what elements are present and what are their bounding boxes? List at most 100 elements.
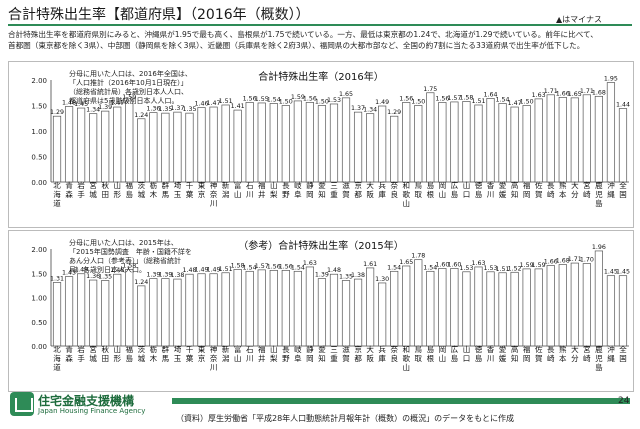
bar: [474, 266, 483, 347]
bar: [341, 280, 351, 347]
category-label: 知: [511, 353, 519, 363]
category-label: 東: [198, 180, 206, 190]
data-label: 1.29: [387, 109, 401, 116]
bar: [137, 285, 146, 347]
category-label: 埼: [174, 344, 182, 354]
data-label: 1.96: [592, 244, 606, 251]
bar: [438, 268, 447, 347]
chart-2016-svg: 0.00 0.50 1.00 1.50 2.00 1.29 北海道 1.48 青森 1.45 岩手 1…: [31, 76, 630, 208]
chart-2015-note-line: 「2015年国勢調査 年齢・国籍不詳を: [69, 248, 192, 256]
category-label: 愛: [499, 344, 507, 354]
y-tick-label: 2.00: [31, 246, 47, 254]
bar: [618, 275, 628, 347]
y-tick-label: 1.00: [31, 128, 47, 136]
bar: [414, 105, 423, 183]
bar: [197, 107, 206, 183]
data-label: 1.59: [291, 94, 305, 101]
bar: [546, 265, 555, 347]
bar: [161, 112, 170, 183]
category-label: 歌: [402, 189, 410, 199]
bar: [498, 272, 507, 347]
bar: [390, 115, 399, 183]
category-label: 宮: [583, 180, 591, 190]
category-label: 鳥: [415, 344, 423, 354]
category-label: 長: [282, 345, 290, 354]
bar: [582, 94, 591, 183]
category-label: 玉: [174, 190, 182, 199]
category-label: 愛: [499, 180, 507, 190]
category-label: 岩: [77, 180, 85, 190]
category-label: 秋: [101, 180, 109, 190]
category-label: 阜: [294, 189, 302, 199]
bar: [209, 106, 218, 183]
category-label: 山: [234, 353, 242, 363]
data-label: 1.49: [207, 267, 221, 274]
logo-icon: [10, 392, 34, 416]
category-label: 良: [390, 189, 398, 199]
y-tick-label: 0.50: [31, 319, 47, 327]
category-label: 岡: [523, 354, 531, 363]
bar: [125, 100, 134, 183]
data-label: 1.39: [98, 104, 112, 111]
data-label: 1.65: [399, 259, 413, 266]
category-label: 広: [451, 180, 459, 190]
category-label: 広: [451, 344, 459, 354]
bar: [209, 273, 218, 347]
data-label: 1.49: [195, 267, 209, 274]
bar: [317, 105, 327, 183]
data-label: 1.65: [568, 91, 582, 98]
bar: [618, 108, 628, 183]
category-label: 川: [487, 354, 495, 363]
category-label: 島: [595, 362, 603, 372]
category-label: 静: [306, 180, 314, 190]
category-label: 徳: [475, 180, 483, 190]
category-label: 知: [318, 353, 326, 363]
category-label: 崎: [547, 189, 555, 199]
data-label: 1.51: [219, 98, 233, 105]
category-label: 滋: [342, 344, 350, 354]
bar: [281, 269, 290, 347]
category-label: 奈: [390, 344, 398, 354]
category-label: 知: [511, 189, 519, 199]
category-label: 井: [258, 189, 266, 199]
bar: [438, 102, 447, 183]
data-label: 1.46: [195, 101, 209, 108]
category-label: 根: [427, 353, 435, 363]
bar: [546, 94, 555, 183]
data-label: 1.54: [387, 264, 401, 271]
category-label: 山: [463, 344, 471, 354]
bar: [522, 105, 531, 183]
category-label: 児: [595, 354, 603, 363]
category-label: 鹿: [595, 344, 603, 354]
data-label: 1.68: [556, 258, 570, 265]
data-label: 1.70: [580, 257, 594, 264]
category-label: 沖: [607, 344, 615, 354]
category-label: 群: [162, 180, 170, 190]
category-label: 宮: [89, 344, 97, 354]
category-label: 縄: [607, 354, 615, 363]
category-label: 阪: [366, 354, 374, 363]
category-label: 川: [210, 199, 218, 208]
bar: [113, 273, 122, 347]
category-label: 神: [210, 180, 218, 190]
category-label: 高: [511, 344, 519, 354]
data-label: 1.56: [303, 95, 317, 102]
data-label: 1.55: [255, 96, 269, 103]
chart-2015-note: 分母に用いた人口は、2015年は、 「2015年国勢調査 年齢・国籍不詳を あん…: [69, 239, 219, 275]
category-label: 野: [282, 354, 290, 363]
bar: [221, 272, 230, 347]
data-label: 1.47: [508, 100, 522, 107]
y-tick-label: 0.00: [31, 179, 47, 187]
source-note: （資料）厚生労働省「平成28年人口動態統計月報年計（概数）の概況」のデータをもと…: [176, 414, 515, 423]
category-label: 群: [162, 344, 170, 354]
y-tick-label: 1.50: [31, 270, 47, 278]
category-label: 城: [89, 354, 97, 363]
data-label: 1.53: [459, 265, 473, 272]
category-label: 知: [318, 189, 326, 199]
data-label: 1.57: [255, 263, 269, 270]
category-label: 愛: [318, 344, 326, 354]
bar: [149, 278, 158, 347]
category-label: 岡: [439, 345, 447, 354]
bar: [510, 106, 519, 183]
category-label: 形: [113, 354, 121, 363]
